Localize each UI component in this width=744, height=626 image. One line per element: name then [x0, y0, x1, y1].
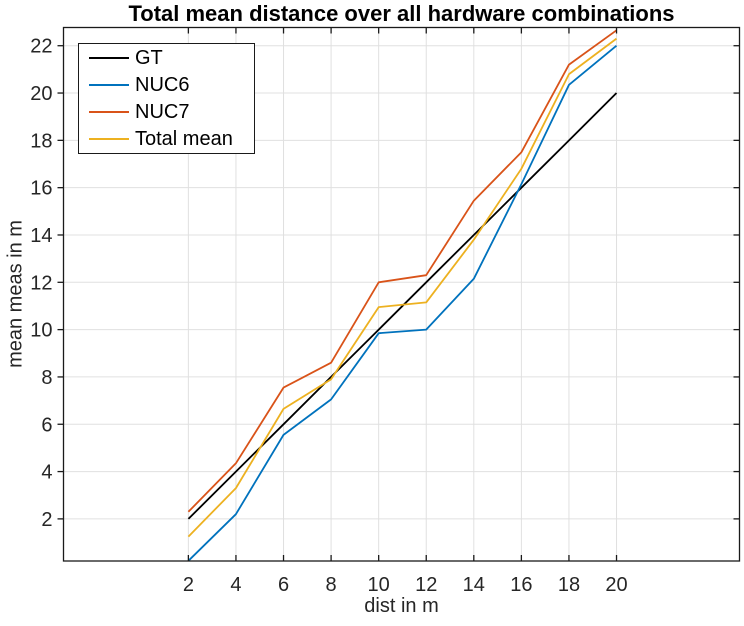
legend-item-total-mean: Total mean: [79, 129, 254, 149]
series-line-total-mean: [187, 37, 618, 538]
legend-line-sample-gt: [89, 56, 129, 59]
legend-item-nuc6: NUC6: [79, 75, 254, 95]
legend-item-nuc7: NUC7: [79, 102, 254, 122]
y-tick-label-12: 12: [30, 272, 52, 294]
x-tick-label-10: 10: [368, 574, 390, 596]
legend-line-sample-nuc6: [89, 83, 129, 86]
legend-item-gt: GT: [79, 48, 254, 68]
y-tick-label-14: 14: [30, 225, 52, 247]
y-tick-label-22: 22: [30, 36, 52, 58]
legend-box: GT NUC6 NUC7 Total mean: [78, 43, 255, 154]
legend-label-gt: GT: [135, 46, 163, 69]
legend-line-sample-nuc7: [89, 111, 129, 114]
x-tick-label-8: 8: [326, 574, 337, 596]
x-tick-label-2: 2: [183, 574, 194, 596]
y-tick-label-6: 6: [41, 414, 52, 436]
series-line-nuc7: [187, 29, 618, 513]
y-axis-label: mean meas in m: [4, 220, 27, 368]
y-tick-label-4: 4: [41, 462, 52, 484]
x-tick-label-14: 14: [463, 574, 485, 596]
legend-label-nuc6: NUC6: [135, 73, 190, 96]
x-tick-label-6: 6: [278, 574, 289, 596]
chart-title: Total mean distance over all hardware co…: [128, 1, 675, 26]
legend-label-nuc7: NUC7: [135, 101, 190, 124]
x-tick-label-20: 20: [605, 574, 627, 596]
y-tick-label-2: 2: [41, 509, 52, 531]
y-tick-label-10: 10: [30, 320, 52, 342]
series-line-nuc6: [187, 45, 618, 562]
y-tick-label-20: 20: [30, 83, 52, 105]
legend-label-total-mean: Total mean: [135, 128, 233, 151]
x-tick-label-16: 16: [510, 574, 532, 596]
y-tick-label-16: 16: [30, 178, 52, 200]
x-axis-label: dist in m: [364, 595, 439, 617]
x-tick-label-12: 12: [415, 574, 437, 596]
axes-box: [62, 26, 741, 562]
x-tick-label-18: 18: [558, 574, 580, 596]
legend-line-sample-total-mean: [89, 138, 129, 141]
y-tick-label-8: 8: [41, 367, 52, 389]
x-tick-label-4: 4: [230, 574, 241, 596]
series-line-gt: [187, 92, 618, 520]
y-tick-label-18: 18: [30, 130, 52, 152]
